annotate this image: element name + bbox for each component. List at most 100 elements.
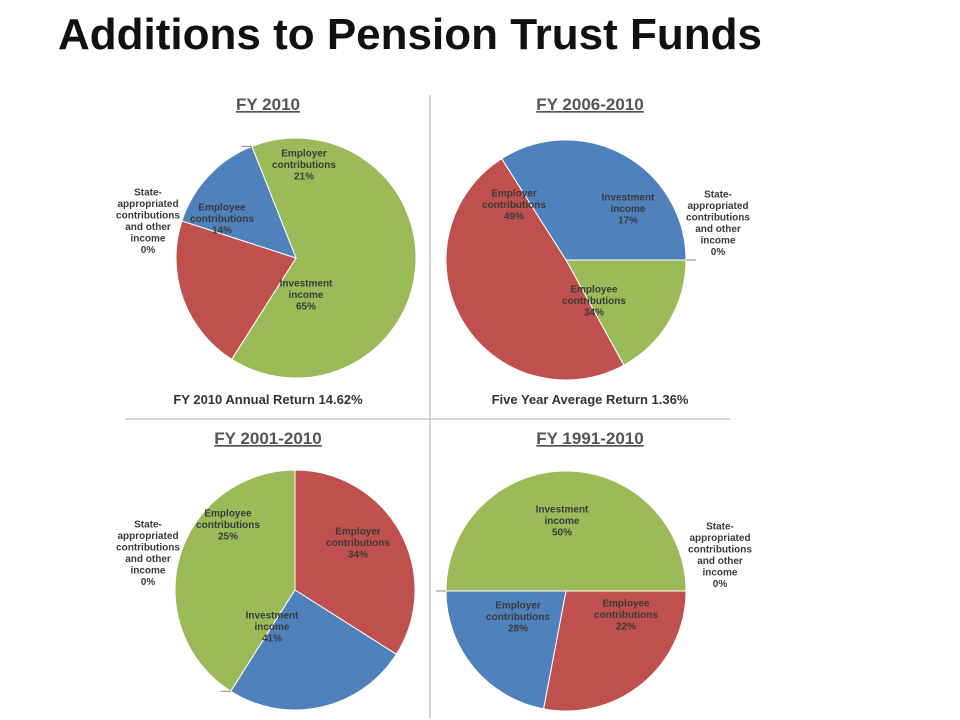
- slice-label-line: income: [288, 290, 323, 301]
- slice-label-stateappropriated: State-appropriated contributions and other…: [686, 189, 750, 257]
- slice-label-line: appropriated: [687, 201, 748, 212]
- slice-label-line: 28%: [508, 624, 528, 635]
- slice-label-line: 21%: [294, 172, 314, 183]
- slice-label-line: State-: [134, 519, 162, 530]
- slice-label-line: income: [700, 235, 735, 246]
- slice-label-line: Investment: [602, 193, 655, 204]
- slice-label-stateappropriated: State-appropriated contributions and other…: [116, 519, 180, 588]
- slice-label-line: Employer: [335, 527, 381, 538]
- slice-label-line: 22%: [616, 622, 636, 633]
- slice-label-line: and other: [695, 224, 741, 235]
- slice-label-employee: Employee contributions 25%: [196, 509, 260, 543]
- slice-label-employee: Employee contributions 34%: [562, 285, 626, 319]
- slice-label-line: income: [130, 565, 165, 576]
- slice-label-line: 50%: [552, 528, 572, 539]
- slice-label-line: appropriated: [117, 531, 178, 542]
- pie-slice-employer: [294, 469, 416, 655]
- pie-title: FY 2006-2010: [536, 95, 643, 114]
- pie-title: FY 1991-2010: [536, 429, 643, 448]
- slice-label-line: appropriated: [689, 533, 750, 544]
- slice-label-line: income: [544, 516, 579, 527]
- slice-label-line: contributions: [116, 210, 180, 221]
- slice-label-line: contributions: [116, 542, 180, 553]
- slice-label-line: contributions: [326, 538, 390, 549]
- slice-label-line: 41%: [262, 634, 282, 645]
- pie-slice-employee: [445, 590, 567, 710]
- pie-slice-investment: [565, 259, 687, 366]
- slice-label-employer: Employer contributions 28%: [486, 601, 550, 635]
- slice-label-line: income: [254, 622, 289, 633]
- slice-label-employer: Employer contributions 49%: [482, 189, 546, 223]
- pie-slice-employer: [445, 157, 625, 381]
- slice-label-line: State-: [706, 521, 734, 532]
- slice-label-employer: Employer contributions 34%: [326, 527, 390, 561]
- slice-label-line: contributions: [562, 296, 626, 307]
- slice-label-line: Employer: [281, 149, 327, 160]
- slice-label-line: 34%: [584, 308, 604, 319]
- slice-label-line: income: [610, 204, 645, 215]
- slice-label-line: State-: [704, 189, 732, 200]
- page-title: Additions to Pension Trust Funds: [58, 10, 762, 59]
- slice-label-line: and other: [125, 554, 171, 565]
- slice-label-line: contributions: [594, 610, 658, 621]
- pie-slice-investment: [174, 469, 296, 693]
- slice-label-line: 25%: [218, 532, 238, 543]
- return-note: FY 2010 Annual Return 14.62%: [173, 392, 363, 407]
- slice-label-line: Investment: [246, 611, 299, 622]
- slice-label-line: income: [130, 233, 165, 244]
- slice-label-line: contributions: [688, 544, 752, 555]
- slice-label-line: 0%: [141, 245, 156, 256]
- slice-label-line: Employer: [495, 601, 541, 612]
- slice-label-line: contributions: [486, 612, 550, 623]
- pie-title: FY 2001-2010: [214, 429, 321, 448]
- slice-label-investment: Investment income 50%: [536, 505, 589, 539]
- slice-label-investment: Investment income 65%: [280, 279, 333, 313]
- slice-label-stateappropriated: State-appropriated contributions and other…: [116, 187, 180, 256]
- slice-label-line: 65%: [296, 302, 316, 313]
- slice-label-investment: Investment income 41%: [246, 611, 299, 645]
- slice-label-employee: Employee contributions 22%: [594, 599, 658, 633]
- slice-label-line: Employee: [198, 203, 246, 214]
- slice-label-line: and other: [697, 556, 743, 567]
- return-note: Five Year Average Return 1.36%: [492, 392, 689, 407]
- slice-label-investment: Investment income 17%: [602, 193, 655, 227]
- slice-label-line: 17%: [618, 216, 638, 227]
- slice-label-line: income: [702, 567, 737, 578]
- slice-label-line: Investment: [536, 505, 589, 516]
- slice-label-line: appropriated: [117, 199, 178, 210]
- slice-label-line: 0%: [711, 247, 726, 258]
- slice-label-line: State-: [134, 187, 162, 198]
- slice-label-line: 0%: [713, 579, 728, 590]
- slice-label-line: Employee: [602, 599, 650, 610]
- pie-title: FY 2010: [236, 95, 300, 114]
- slice-label-employer: Employer contributions 21%: [272, 149, 336, 183]
- slice-label-employee: Employee contributions 14%: [190, 203, 254, 237]
- slice-label-line: 0%: [141, 577, 156, 588]
- slice-label-line: and other: [125, 222, 171, 233]
- slice-label-line: contributions: [190, 214, 254, 225]
- slice-label-line: Investment: [280, 279, 333, 290]
- pie-slice-employee: [181, 145, 297, 259]
- slice-label-line: contributions: [686, 212, 750, 223]
- pie-slice-investment: [445, 470, 687, 592]
- slice-label-line: Employee: [570, 285, 618, 296]
- pie-slice-employer: [175, 220, 297, 361]
- pie-slice-employee: [230, 589, 398, 711]
- slice-label-line: 14%: [212, 226, 232, 237]
- slice-label-line: Employer: [491, 189, 537, 200]
- slice-label-line: contributions: [196, 520, 260, 531]
- pie-slice-investment: [231, 137, 417, 379]
- slice-label-line: contributions: [272, 160, 336, 171]
- slice-label-line: 49%: [504, 212, 524, 223]
- slice-label-line: 34%: [348, 550, 368, 561]
- slice-label-line: Employee: [204, 509, 252, 520]
- pie-slice-employer: [542, 590, 687, 712]
- slice-label-line: contributions: [482, 200, 546, 211]
- slice-label-stateappropriated: State-appropriated contributions and other…: [688, 521, 752, 590]
- pie-slice-employee: [501, 139, 687, 261]
